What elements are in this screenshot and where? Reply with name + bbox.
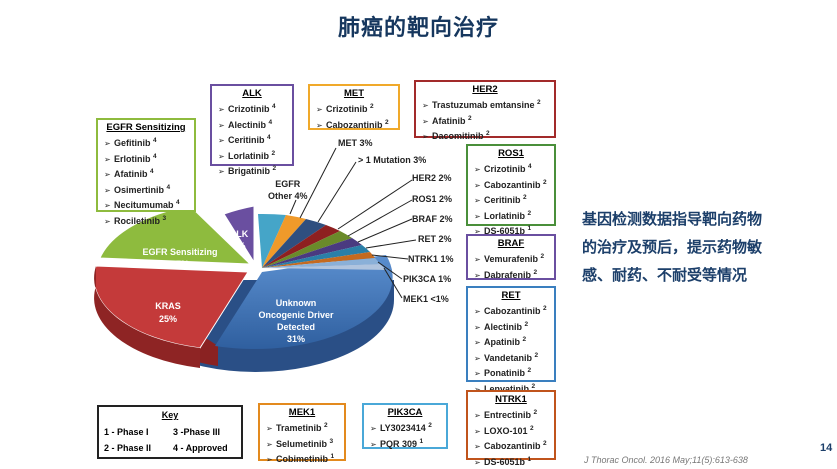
callout-mek1: MEK1 <1% (403, 294, 449, 304)
list-item: ➢Selumetinib 3 (266, 436, 338, 452)
list-item: ➢Cabozantinib 2 (474, 303, 548, 319)
box-pik3ca: PIK3CA ➢LY3023414 2 ➢PQR 309 1 (362, 403, 448, 449)
box-ret: RET ➢Cabozantinib 2 ➢Alectinib 2 ➢Apatin… (466, 286, 556, 382)
list-item: ➢Gefitinib 4 (104, 135, 188, 151)
list-item: ➢Apatinib 2 (474, 334, 548, 350)
callout-braf: BRAF 2% (412, 214, 453, 224)
callout-pik3ca: PIK3CA 1% (403, 274, 451, 284)
box-ros1: ROS1 ➢Crizotinib 4 ➢Cabozantinib 2 ➢Ceri… (466, 144, 556, 226)
list-item: ➢DS-6051b 1 (474, 454, 548, 469)
list-item: ➢Lorlatinib 2 (218, 148, 286, 164)
list-item: ➢Cabozantinib 2 (316, 117, 392, 133)
callout-ros1: ROS1 2% (412, 194, 452, 204)
list-item: ➢Cabozantinib 2 (474, 177, 548, 193)
list-item: ➢Vemurafenib 2 (474, 251, 548, 267)
list-item: ➢Lorlatinib 2 (474, 208, 548, 224)
list-item: ➢Alectinib 2 (474, 319, 548, 335)
list-item: ➢Crizotinib 2 (316, 101, 392, 117)
list-item: ➢PQR 309 1 (370, 436, 440, 452)
box-braf: BRAF ➢Vemurafenib 2 ➢Dabrafenib 2 (466, 234, 556, 280)
list-item: ➢Ceritinib 4 (218, 132, 286, 148)
callout-ntrk1: NTRK1 1% (408, 254, 454, 264)
box-mek1: MEK1 ➢Trametinib 2 ➢Selumetinib 3 ➢Cobim… (258, 403, 346, 461)
list-item: ➢Brigatinib 2 (218, 163, 286, 179)
list-item: ➢Entrectinib 2 (474, 407, 548, 423)
list-item: ➢Necitumumab 4 (104, 197, 188, 213)
list-item: ➢Ceritinib 2 (474, 192, 548, 208)
list-item: ➢Rociletinib 3 (104, 213, 188, 229)
list-item: ➢Crizotinib 4 (474, 161, 548, 177)
list-item: ➢Osimertinib 4 (104, 182, 188, 198)
box-alk: ALK ➢Crizotinib 4 ➢Alectinib 4 ➢Ceritini… (210, 84, 294, 166)
callout-met: MET 3% (338, 138, 373, 148)
list-item: ➢Trametinib 2 (266, 420, 338, 436)
box-met: MET ➢Crizotinib 2 ➢Cabozantinib 2 (308, 84, 400, 130)
page-number: 14 (820, 442, 832, 454)
list-item: ➢Erlotinib 4 (104, 151, 188, 167)
list-item: ➢Cobimetinib 1 (266, 451, 338, 467)
citation: J Thorac Oncol. 2016 May;11(5):613-638 (584, 455, 748, 465)
list-item: ➢LOXO-101 2 (474, 423, 548, 439)
list-item: ➢Cabozantinib 2 (474, 438, 548, 454)
key-legend: Key 1 - Phase I 3 -Phase III 2 - Phase I… (97, 405, 243, 459)
list-item: ➢Dabrafenib 2 (474, 267, 548, 283)
list-item: ➢Dacomitinib 2 (422, 128, 548, 144)
box-egfr: EGFR Sensitizing ➢Gefitinib 4 ➢Erlotinib… (96, 118, 196, 212)
description-text: 基因检测数据指导靶向药物 的治疗及预后，提示药物敏 感、耐药、不耐受等情况 (582, 205, 812, 289)
list-item: ➢LY3023414 2 (370, 420, 440, 436)
callout-ret: RET 2% (418, 234, 452, 244)
list-item: ➢Afatinib 4 (104, 166, 188, 182)
callout-her2: HER2 2% (412, 173, 452, 183)
list-item: ➢Trastuzumab emtansine 2 (422, 97, 548, 113)
list-item: ➢Vandetanib 2 (474, 350, 548, 366)
list-item: ➢Afatinib 2 (422, 113, 548, 129)
list-item: ➢Crizotinib 4 (218, 101, 286, 117)
list-item: ➢Ponatinib 2 (474, 365, 548, 381)
callout-mutation: > 1 Mutation 3% (358, 155, 426, 165)
box-ntrk1: NTRK1 ➢Entrectinib 2 ➢LOXO-101 2 ➢Caboza… (466, 390, 556, 460)
list-item: ➢Alectinib 4 (218, 117, 286, 133)
box-her2: HER2 ➢Trastuzumab emtansine 2 ➢Afatinib … (414, 80, 556, 138)
